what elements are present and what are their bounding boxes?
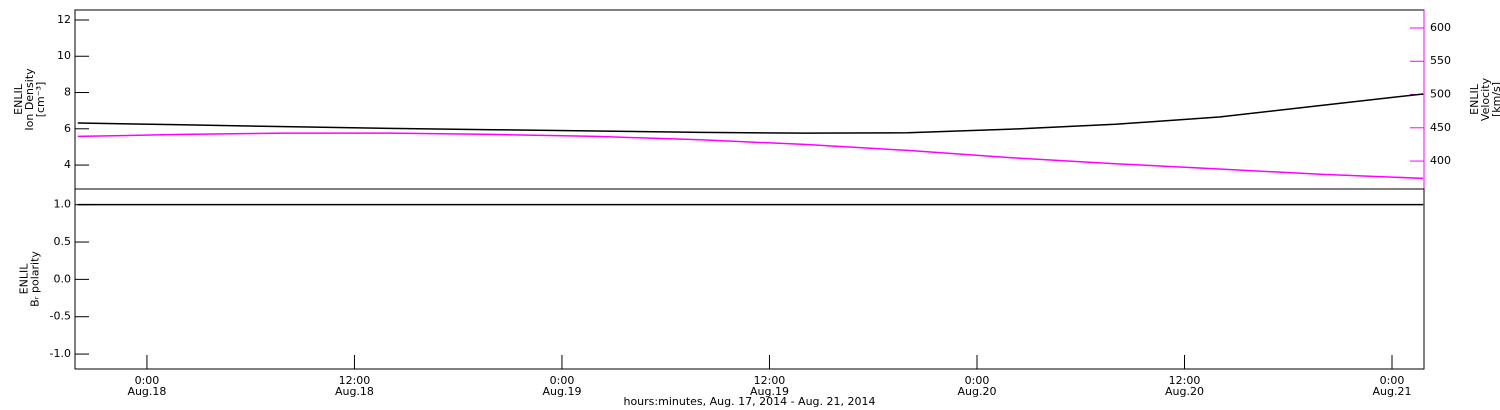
y2-tick-label: 500 bbox=[1430, 88, 1451, 101]
ylabel-line: [cm⁻³] bbox=[34, 82, 47, 118]
y2label-line: Velocity bbox=[1479, 77, 1492, 121]
x-tick-label: Aug.18 bbox=[127, 385, 166, 398]
y2-tick-label: 400 bbox=[1430, 154, 1451, 167]
x-tick-label: Aug.20 bbox=[1165, 385, 1204, 398]
ylabel-line: ENLIL bbox=[12, 83, 25, 115]
x-tick-label: 0:00 bbox=[135, 374, 160, 387]
x-tick-label: 12:00 bbox=[339, 374, 371, 387]
ylabel-line: Bᵣ polarity bbox=[29, 251, 42, 307]
plot-frame bbox=[74, 188, 1425, 370]
y-tick-label: 10 bbox=[57, 49, 71, 62]
x-tick-label: Aug.21 bbox=[1373, 385, 1412, 398]
y2label-line: [km/s] bbox=[1490, 82, 1500, 117]
y-tick-label: 0.5 bbox=[54, 235, 72, 248]
y-tick-label: -1.0 bbox=[50, 347, 71, 360]
y2label-line: ENLIL bbox=[1468, 83, 1481, 115]
y2-tick-label: 450 bbox=[1430, 121, 1451, 134]
x-tick-label: Aug.19 bbox=[750, 385, 789, 398]
y-tick-label: 8 bbox=[64, 86, 71, 99]
ylabel-line: ENLIL bbox=[18, 263, 31, 295]
x-tick-label: Aug.19 bbox=[542, 385, 581, 398]
y-tick-label: 1.0 bbox=[54, 198, 72, 211]
x-tick-label: 0:00 bbox=[965, 374, 990, 387]
x-tick-label: 0:00 bbox=[550, 374, 575, 387]
x-tick-label: 0:00 bbox=[1380, 374, 1405, 387]
plot-frame bbox=[74, 9, 1425, 190]
x-axis-title: hours:minutes, Aug. 17, 2014 - Aug. 21, … bbox=[623, 395, 875, 408]
y2-tick-label: 600 bbox=[1430, 21, 1451, 34]
y-tick-label: 6 bbox=[64, 122, 71, 135]
ylabel-line: Ion Density bbox=[23, 68, 36, 131]
x-tick-label: Aug.20 bbox=[957, 385, 996, 398]
x-tick-label: 12:00 bbox=[1169, 374, 1201, 387]
y-tick-label: 12 bbox=[57, 13, 71, 26]
y-tick-label: 0.0 bbox=[54, 272, 72, 285]
y2-tick-label: 550 bbox=[1430, 54, 1451, 67]
y-tick-label: -0.5 bbox=[50, 310, 71, 323]
y-tick-label: 4 bbox=[64, 158, 71, 171]
series-line bbox=[77, 93, 1424, 134]
x-tick-label: 12:00 bbox=[754, 374, 786, 387]
series-line bbox=[77, 132, 1424, 180]
x-tick-label: Aug.18 bbox=[335, 385, 374, 398]
